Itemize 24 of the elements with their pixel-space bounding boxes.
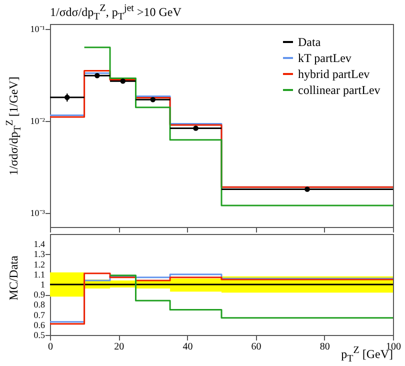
y-tick-label: 0.9 bbox=[34, 290, 46, 300]
y-tick-label: 1.2 bbox=[34, 259, 45, 270]
y-axis-title: MC/Data bbox=[6, 255, 22, 300]
x-tick-label: 80 bbox=[320, 342, 330, 352]
y-tick-label: 1.3 bbox=[34, 249, 46, 260]
legend-label: hybrid partLev bbox=[298, 67, 370, 81]
legend-label: Data bbox=[298, 35, 322, 49]
legend-label: kT partLev bbox=[298, 51, 352, 65]
y-tick-label: 10⁻² bbox=[30, 116, 46, 126]
y-tick-label: 10⁻¹ bbox=[30, 24, 46, 34]
y-tick-label: 0.7 bbox=[34, 310, 46, 320]
x-tick-label: 40 bbox=[182, 342, 193, 352]
y-tick-label: 10⁻³ bbox=[30, 208, 46, 218]
x-tick-label: 20 bbox=[114, 342, 124, 352]
y-tick-label: 1.1 bbox=[34, 269, 45, 280]
y-tick-label: 0.8 bbox=[34, 300, 46, 310]
chart-title: 1/σdσ/dp$_{T}$$^{Z}$, p$_{T}$$^{jet}$ >10 GeV bbox=[50, 3, 182, 22]
y-tick-label: 1.4 bbox=[34, 239, 46, 250]
y-tick-label: 0.6 bbox=[34, 320, 46, 330]
legend-label: collinear partLev bbox=[298, 83, 380, 97]
x-tick-label: 0 bbox=[48, 342, 53, 352]
y-tick-label: 0.5 bbox=[34, 330, 46, 340]
x-tick-label: 60 bbox=[251, 342, 262, 352]
y-tick-label: 1 bbox=[40, 280, 45, 290]
